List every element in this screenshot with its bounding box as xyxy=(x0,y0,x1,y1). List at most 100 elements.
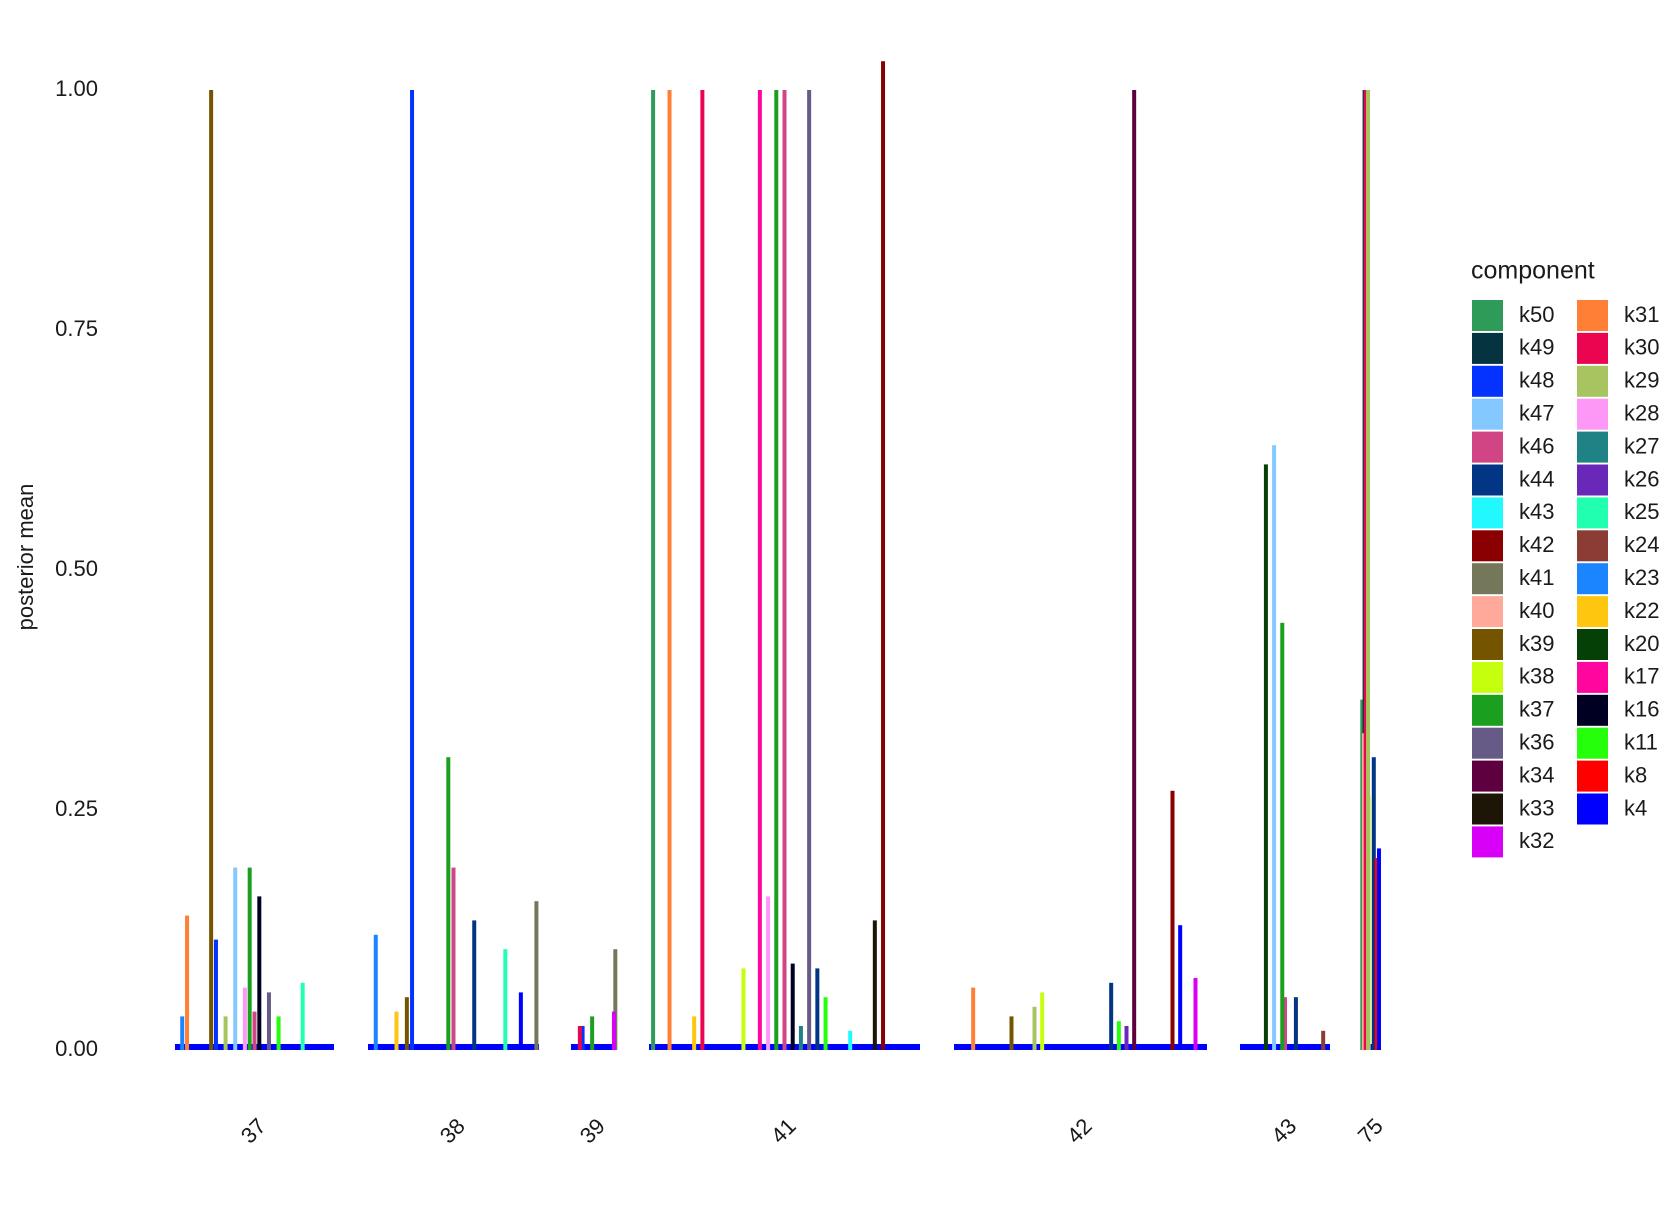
spike xyxy=(757,90,762,1050)
spike xyxy=(577,1026,582,1050)
legend-key xyxy=(1472,629,1503,660)
spike xyxy=(185,915,190,1050)
spike xyxy=(1170,790,1175,1050)
spike xyxy=(667,90,672,1050)
spike xyxy=(611,1011,616,1050)
legend-key xyxy=(1472,661,1503,693)
spike xyxy=(1193,978,1198,1050)
legend-label: k16 xyxy=(1624,697,1659,722)
legend-label: k11 xyxy=(1624,730,1658,755)
y-tick-label: 0.00 xyxy=(55,1036,98,1061)
spike xyxy=(300,982,305,1050)
spike xyxy=(700,90,705,1050)
legend-key xyxy=(1472,563,1503,595)
spike xyxy=(1374,858,1379,1050)
x-tick-label: 43 xyxy=(1266,1113,1301,1148)
spike xyxy=(1272,445,1277,1050)
spike xyxy=(1032,1006,1037,1050)
legend-key xyxy=(1472,530,1503,562)
legend-key xyxy=(1577,596,1608,628)
spike xyxy=(766,896,771,1050)
spike xyxy=(848,1030,853,1050)
spike xyxy=(394,1011,399,1050)
spike xyxy=(1376,848,1381,1050)
spike xyxy=(209,90,214,1050)
spike xyxy=(823,997,828,1050)
legend-key xyxy=(1577,398,1608,430)
legend-key xyxy=(1577,661,1608,693)
spike xyxy=(613,949,618,1050)
legend-key xyxy=(1577,629,1608,660)
spike xyxy=(503,949,508,1050)
legend-label: k25 xyxy=(1624,499,1659,524)
legend-key xyxy=(1577,332,1608,364)
legend-label: k40 xyxy=(1519,598,1554,623)
spike xyxy=(782,90,787,1050)
spike xyxy=(1109,982,1114,1050)
legend-label: k46 xyxy=(1519,433,1554,458)
legend-label: k39 xyxy=(1519,631,1554,656)
legend-label: k8 xyxy=(1624,762,1647,787)
legend-label: k47 xyxy=(1519,401,1554,426)
spike xyxy=(790,963,795,1050)
y-tick-label: 0.50 xyxy=(55,556,98,581)
legend-label: k30 xyxy=(1624,335,1659,360)
spike xyxy=(971,987,976,1050)
legend-key xyxy=(1577,760,1608,792)
spike xyxy=(881,61,886,1050)
spike xyxy=(276,1016,281,1050)
legend-key xyxy=(1577,431,1608,463)
spike xyxy=(1321,1030,1326,1050)
legend-label: k4 xyxy=(1624,795,1647,820)
x-tick-label: 37 xyxy=(236,1113,271,1148)
legend-key xyxy=(1472,398,1503,430)
legend-label: k44 xyxy=(1519,466,1554,491)
spike xyxy=(410,90,415,1050)
spike xyxy=(223,1016,228,1050)
spike xyxy=(247,867,252,1050)
x-tick-label: 39 xyxy=(575,1113,610,1148)
spike xyxy=(257,896,262,1050)
legend-key xyxy=(1472,793,1503,825)
spike xyxy=(1124,1026,1129,1050)
spike xyxy=(580,1026,585,1050)
legend-label: k22 xyxy=(1624,598,1659,623)
legend-title: component xyxy=(1471,257,1595,285)
legend-key xyxy=(1472,300,1503,331)
spike xyxy=(741,968,746,1050)
legend-label: k34 xyxy=(1519,762,1554,787)
legend-key xyxy=(1472,497,1503,529)
spike xyxy=(242,987,247,1050)
legend-key xyxy=(1577,365,1608,397)
legend-key xyxy=(1472,332,1503,364)
legend-key xyxy=(1577,300,1608,331)
y-tick-label: 1.00 xyxy=(55,76,98,101)
spike xyxy=(404,997,409,1050)
legend-label: k37 xyxy=(1519,697,1554,722)
legend-key xyxy=(1577,793,1608,825)
spike xyxy=(1040,992,1045,1050)
legend-label: k32 xyxy=(1519,828,1554,853)
spike xyxy=(472,920,477,1050)
spike xyxy=(1366,90,1371,1050)
legend-label: k23 xyxy=(1624,565,1659,590)
spike xyxy=(518,992,523,1050)
spike xyxy=(1280,622,1285,1050)
spike xyxy=(590,1016,595,1050)
x-tick-label: 38 xyxy=(435,1113,470,1148)
spike xyxy=(774,90,779,1050)
legend-label: k50 xyxy=(1519,302,1554,327)
baseline-strip xyxy=(1362,1044,1381,1050)
spike xyxy=(451,867,456,1050)
legend-key xyxy=(1577,694,1608,726)
spike xyxy=(266,992,271,1050)
legend-label: k29 xyxy=(1624,368,1659,393)
spike xyxy=(798,1026,803,1050)
spike xyxy=(252,1011,257,1050)
legend-key xyxy=(1472,694,1503,726)
y-axis-title: posterior mean xyxy=(13,484,38,631)
spike xyxy=(180,1016,185,1050)
spike xyxy=(1371,757,1376,1050)
legend-label: k49 xyxy=(1519,335,1554,360)
